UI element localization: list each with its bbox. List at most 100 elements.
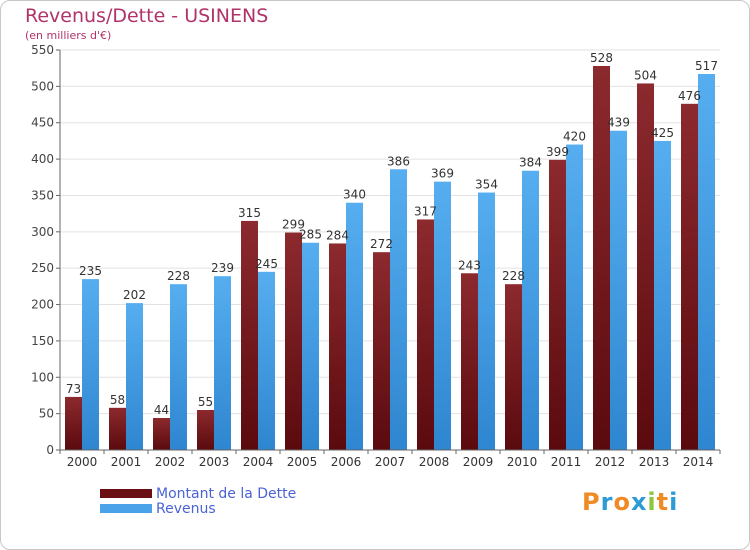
y-tick-label: 500	[31, 79, 54, 93]
bar-revenus	[566, 144, 583, 450]
data-label: 354	[475, 178, 498, 192]
x-tick-label: 2010	[507, 455, 538, 469]
proxiti-logo: Proxiti	[582, 488, 678, 516]
logo-letter: i	[647, 488, 657, 516]
data-label: 369	[431, 167, 454, 181]
data-label: 272	[370, 237, 393, 251]
bar-revenus	[522, 170, 539, 450]
logo-letter: P	[582, 488, 601, 516]
bar-dette	[153, 418, 170, 450]
data-label: 245	[255, 257, 278, 271]
chart-subtitle: (en milliers d'€)	[25, 29, 112, 42]
data-label: 476	[678, 89, 701, 103]
y-tick-label: 300	[31, 225, 54, 239]
y-tick-label: 550	[31, 43, 54, 57]
bar-dette	[681, 103, 698, 451]
y-tick-label: 400	[31, 152, 54, 166]
y-tick-label: 250	[31, 261, 54, 275]
y-tick-label: 450	[31, 116, 54, 130]
bar-dette	[329, 243, 346, 450]
bar-revenus	[434, 181, 451, 451]
data-label: 384	[519, 156, 542, 170]
data-label: 58	[110, 393, 125, 407]
data-label: 315	[238, 206, 261, 220]
bar-revenus	[610, 130, 627, 450]
bar-revenus	[82, 279, 99, 450]
bar-revenus	[346, 202, 363, 450]
legend-swatch-revenus	[100, 504, 152, 513]
legend-item-revenus: Revenus	[100, 500, 296, 517]
legend-item-debt: Montant de la Dette	[100, 486, 296, 502]
x-tick-label: 2013	[639, 455, 670, 469]
data-label: 386	[387, 154, 410, 168]
x-tick-label: 2004	[243, 455, 274, 469]
bar-dette	[197, 410, 214, 450]
bar-dette	[109, 407, 126, 450]
data-label: 528	[590, 51, 613, 65]
bar-revenus	[654, 140, 671, 450]
data-label: 239	[211, 261, 234, 275]
data-label: 243	[458, 258, 481, 272]
logo-letter: t	[656, 488, 670, 516]
legend-swatch-debt	[100, 489, 152, 498]
x-tick-label: 2009	[463, 455, 494, 469]
data-label: 235	[79, 264, 102, 278]
bar-dette	[373, 252, 390, 450]
x-tick-label: 2011	[551, 455, 582, 469]
bar-revenus	[390, 169, 407, 451]
bar-revenus	[214, 276, 231, 450]
bar-revenus	[478, 192, 495, 450]
data-label: 284	[326, 228, 349, 242]
data-label: 340	[343, 188, 366, 202]
bar-dette	[241, 220, 258, 450]
y-tick-label: 200	[31, 298, 54, 312]
data-label: 317	[414, 204, 437, 218]
bar-dette	[417, 219, 434, 450]
legend: Montant de la Dette Revenus	[100, 486, 296, 517]
bar-dette	[461, 273, 478, 450]
logo-letter: r	[600, 488, 614, 516]
y-tick-label: 0	[46, 443, 54, 457]
data-label: 420	[563, 130, 586, 144]
bar-dette	[549, 159, 566, 450]
y-tick-label: 50	[39, 407, 54, 421]
data-label: 202	[123, 288, 146, 302]
bar-dette	[285, 232, 302, 450]
x-tick-label: 2002	[155, 455, 186, 469]
data-label: 285	[299, 228, 322, 242]
bar-dette	[637, 83, 654, 451]
data-label: 299	[282, 218, 305, 232]
x-tick-label: 2008	[419, 455, 450, 469]
x-tick-label: 2006	[331, 455, 362, 469]
x-tick-label: 2007	[375, 455, 406, 469]
data-label: 439	[607, 116, 630, 130]
x-tick-label: 2001	[111, 455, 142, 469]
logo-letter: x	[630, 488, 648, 516]
x-tick-label: 2012	[595, 455, 626, 469]
logo-letter: o	[613, 488, 631, 516]
y-tick-label: 150	[31, 334, 54, 348]
data-label: 44	[154, 403, 169, 417]
x-tick-label: 2003	[199, 455, 230, 469]
data-label: 55	[198, 395, 213, 409]
chart-title: Revenus/Dette - USINENS	[25, 5, 269, 27]
data-label: 399	[546, 145, 569, 159]
data-label: 73	[66, 382, 81, 396]
bar-revenus	[698, 74, 715, 450]
logo-letter: i	[669, 488, 679, 516]
data-label: 504	[634, 68, 657, 82]
bar-revenus	[258, 271, 275, 450]
bar-revenus	[170, 284, 187, 450]
data-label: 228	[167, 269, 190, 283]
x-tick-label: 2000	[67, 455, 98, 469]
bar-dette	[65, 396, 82, 450]
x-tick-label: 2014	[683, 455, 714, 469]
x-tick-label: 2005	[287, 455, 318, 469]
data-label: 228	[502, 269, 525, 283]
data-label: 425	[651, 126, 674, 140]
y-tick-label: 350	[31, 188, 54, 202]
data-label: 517	[695, 59, 718, 73]
legend-label-revenus: Revenus	[156, 500, 216, 517]
bar-revenus	[302, 242, 319, 450]
